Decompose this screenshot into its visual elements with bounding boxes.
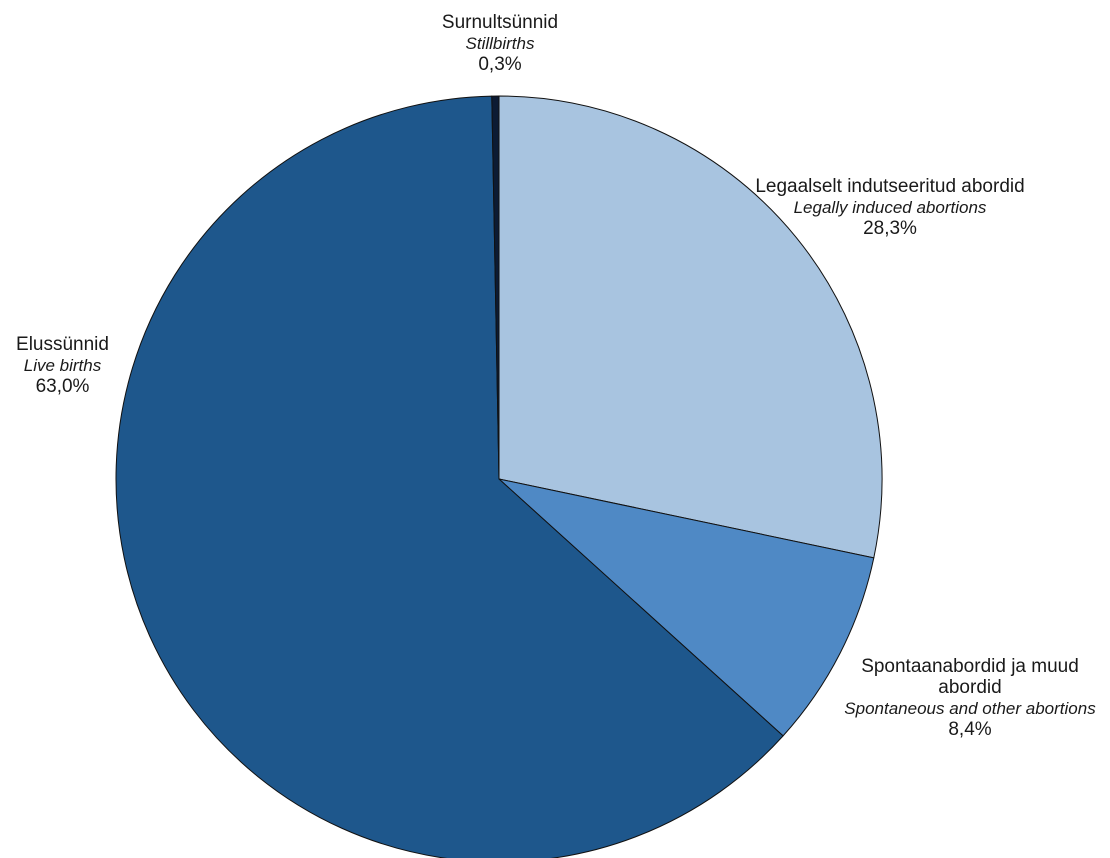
label-legal-abortions-pct: 28,3% bbox=[863, 218, 917, 239]
label-spontaneous-abortions-en: Spontaneous and other abortions bbox=[844, 699, 1096, 718]
pie-slice-spont bbox=[498, 478, 875, 737]
label-legal-abortions-en: Legally induced abortions bbox=[793, 198, 987, 217]
label-live-births: Elussünnid Live births 63,0% bbox=[0, 334, 125, 397]
label-spontaneous-abortions: Spontaanabordid ja muud abordid Spontane… bbox=[835, 656, 1105, 740]
label-stillbirths-pct: 0,3% bbox=[478, 54, 522, 75]
label-live-births-en: Live births bbox=[23, 356, 102, 375]
label-legal-abortions: Legaalselt indutseeritud abordid Legally… bbox=[740, 176, 1040, 239]
label-legal-abortions-et: Legaalselt indutseeritud abordid bbox=[755, 176, 1025, 197]
label-spontaneous-abortions-pct: 8,4% bbox=[948, 719, 992, 740]
label-live-births-pct: 63,0% bbox=[35, 376, 90, 397]
pie-slice-live bbox=[115, 95, 784, 858]
label-spontaneous-abortions-et: Spontaanabordid ja muud abordid bbox=[861, 656, 1079, 698]
label-stillbirths: Surnultsünnid Stillbirths 0,3% bbox=[400, 12, 600, 75]
label-stillbirths-en: Stillbirths bbox=[465, 34, 535, 53]
label-stillbirths-et: Surnultsünnid bbox=[441, 12, 559, 33]
pie-slice-stillbirths bbox=[491, 95, 500, 480]
pie-slice-legal bbox=[498, 95, 883, 559]
label-live-births-et: Elussünnid bbox=[16, 334, 109, 355]
